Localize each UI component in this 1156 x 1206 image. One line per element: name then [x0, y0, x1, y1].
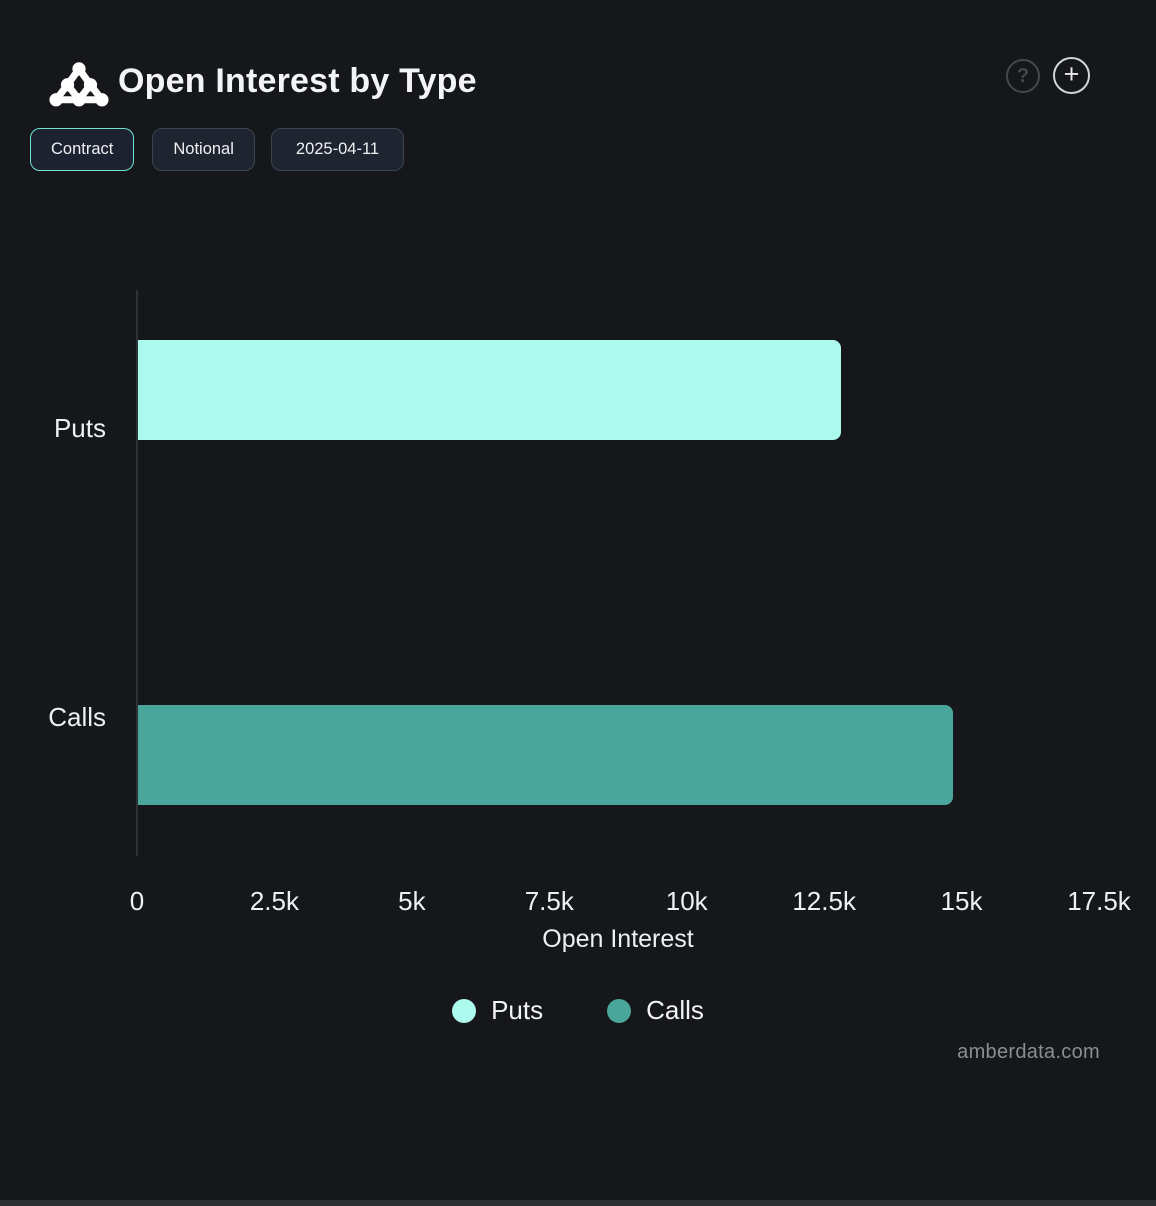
- x-axis-title: Open Interest: [542, 925, 694, 953]
- help-icon[interactable]: ?: [1006, 59, 1040, 93]
- legend-item-puts[interactable]: Puts: [452, 995, 543, 1026]
- y-axis-label-puts: Puts: [53, 413, 106, 443]
- calls-bar[interactable]: [138, 705, 954, 805]
- x-tick-6: 15k: [940, 886, 983, 916]
- calls-legend-label: Calls: [646, 995, 704, 1025]
- x-tick-0: 0: [129, 886, 145, 916]
- x-tick-1: 2.5k: [249, 886, 299, 916]
- plot-area: [136, 290, 1099, 856]
- puts-legend-marker-icon: [452, 998, 477, 1023]
- calls-legend-marker-icon: [607, 998, 632, 1023]
- legend: Puts Calls: [0, 995, 1156, 1026]
- x-tick-2: 5k: [398, 886, 426, 916]
- help-icon-glyph: ?: [1016, 64, 1030, 87]
- x-tick-4: 10k: [665, 886, 708, 916]
- legend-item-calls[interactable]: Calls: [607, 995, 704, 1026]
- contract-toggle-button[interactable]: Contract: [30, 128, 135, 171]
- x-axis-ticks: 0 2.5k 5k 7.5k 10k 12.5k 15k 17.5k: [130, 886, 1131, 918]
- amberdata-logo-icon: [49, 62, 109, 107]
- y-axis-label-calls: Calls: [48, 702, 106, 732]
- date-picker-button[interactable]: 2025-04-11: [270, 128, 405, 171]
- puts-bar[interactable]: [138, 340, 841, 440]
- watermark: amberdata.com: [957, 1041, 1100, 1063]
- add-icon[interactable]: +: [1053, 57, 1090, 94]
- notional-toggle-button[interactable]: Notional: [152, 128, 255, 171]
- x-tick-5: 12.5k: [792, 886, 856, 916]
- toolbar: Contract Notional 2025-04-11: [30, 128, 405, 171]
- page-title: Open Interest by Type: [118, 61, 477, 100]
- add-icon-glyph: +: [1063, 58, 1080, 89]
- x-tick-7: 17.5k: [1067, 886, 1131, 916]
- bottom-edge-strip: [0, 1200, 1156, 1206]
- x-tick-3: 7.5k: [524, 886, 574, 916]
- puts-legend-label: Puts: [491, 995, 544, 1025]
